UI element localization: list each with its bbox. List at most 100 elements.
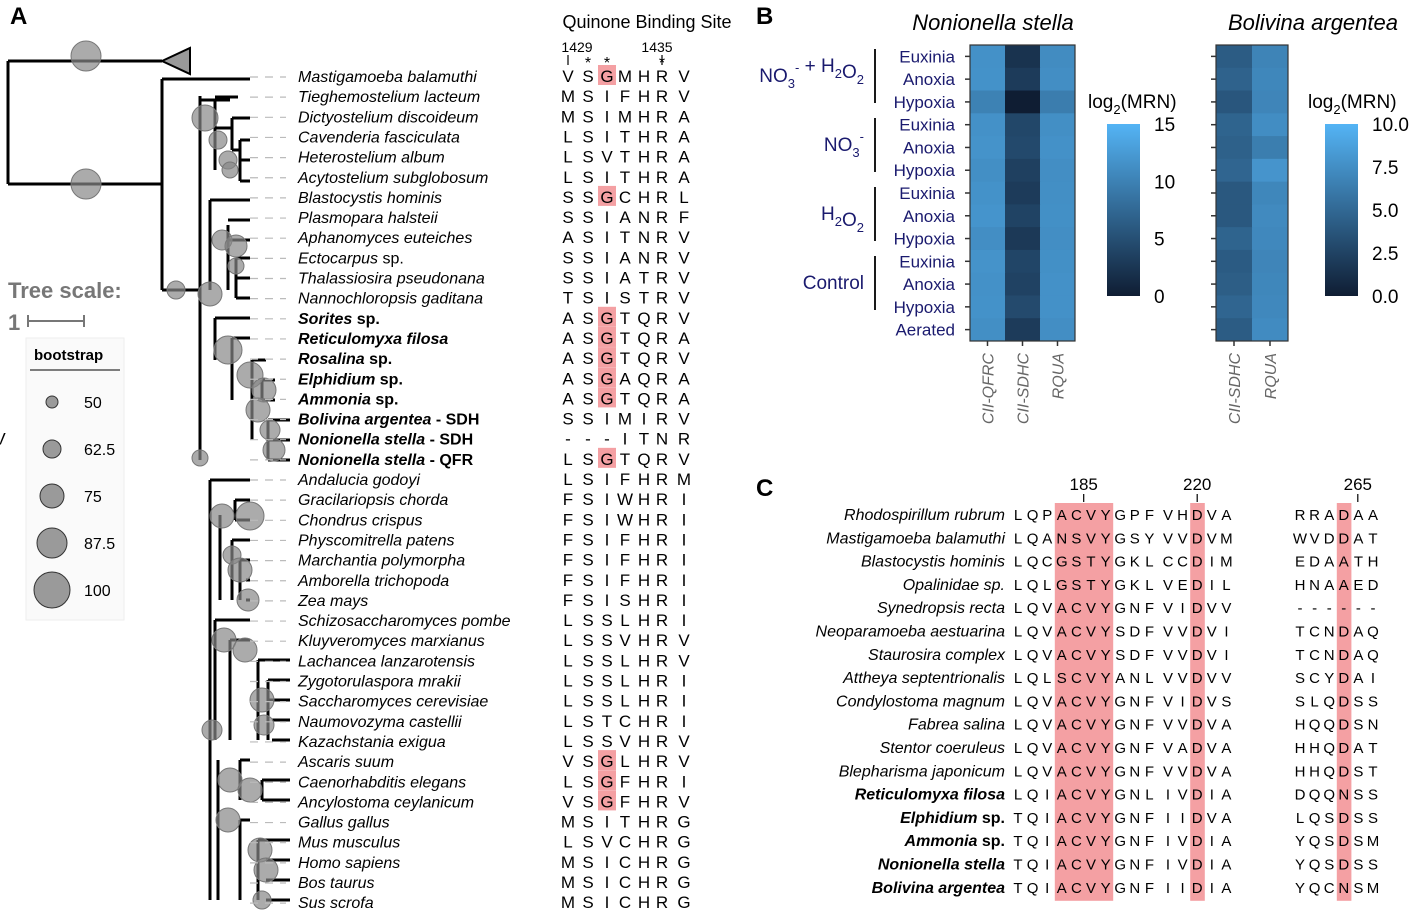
residue: A [678, 369, 690, 388]
taxon-genus: Gracilariopsis chorda [298, 492, 448, 509]
heatmap-cell [1216, 295, 1253, 319]
residue: S [582, 228, 593, 247]
residue: V [1207, 647, 1217, 664]
residue: F [1145, 857, 1154, 874]
taxon-label: Ascaris suum [297, 754, 394, 771]
heatmap-cell [1252, 227, 1289, 251]
residue: S [1071, 554, 1081, 571]
species-label: Mastigamoeba balamuthi [826, 530, 1005, 547]
residue: R [656, 208, 668, 227]
residue: I [605, 873, 610, 892]
legend-tick-label: 5 [1154, 230, 1165, 251]
residue: S [601, 631, 612, 650]
residue: V [678, 248, 690, 267]
residue: C [1071, 880, 1082, 897]
heatmap-cell [1252, 295, 1289, 319]
residue: I [1181, 600, 1185, 617]
taxon-suffix: - SDH [425, 432, 473, 449]
residue: N [1056, 530, 1067, 547]
taxon-label: Acytostelium subglobosum [297, 170, 488, 187]
panel-letter-b: B [756, 3, 773, 30]
residue: N [1338, 787, 1349, 804]
residue: I [682, 712, 687, 731]
residue: A [1339, 554, 1349, 571]
heatmap-cell [970, 136, 1006, 160]
residue: R [656, 87, 668, 106]
quinone-alignment: V S G M H R VM S I F H R VM S I M H R AL S I T H R AL S V T H R AL S I T H… [0, 65, 691, 912]
tree-scale-value: 1 [8, 310, 20, 335]
residue: Q [1027, 880, 1039, 897]
residue: A [1353, 507, 1363, 524]
residue: S [1368, 857, 1378, 874]
residue: L [1145, 554, 1153, 571]
residue: R [656, 188, 668, 207]
collapsed-clade-triangle [159, 46, 191, 76]
group-sub: 2 [835, 214, 842, 229]
residue: H [638, 571, 650, 590]
residue: G [1114, 880, 1126, 897]
residue: S [1368, 810, 1378, 827]
species-name: Attheya septentrionalis [842, 670, 1005, 687]
residue: V [619, 732, 631, 751]
bootstrap-legend-items: 50 62.5 75 87.5 100 [33, 395, 115, 609]
residue: H [638, 510, 650, 529]
residue: V [1042, 624, 1052, 641]
residue: H [1309, 740, 1320, 757]
bootstrap-node [259, 419, 281, 441]
heatmap-cell [1040, 158, 1076, 183]
residue: D [1192, 693, 1203, 710]
residue: S [582, 792, 593, 811]
residue: Q [1323, 740, 1335, 757]
residue: S [582, 208, 593, 227]
residue: S [582, 87, 593, 106]
residue: H [638, 873, 650, 892]
taxon-label: Ammonia sp. [297, 391, 398, 408]
taxon-suffix: sp. [365, 351, 393, 368]
taxon-genus: Ammonia [297, 391, 371, 408]
legend-left-colorbar [1107, 124, 1140, 296]
residue: L [1145, 670, 1153, 687]
residue: R [656, 248, 668, 267]
residue: Q [1367, 624, 1379, 641]
taxon-genus: Blastocystis hominis [298, 190, 442, 207]
residue: Q [637, 349, 650, 368]
residue: R [656, 591, 668, 610]
residue: S [1353, 717, 1363, 734]
residue: V [1178, 833, 1188, 850]
taxon-genus: Nonionella stella [298, 432, 425, 449]
residue: F [563, 530, 573, 549]
residue: V [1163, 647, 1173, 664]
residue: - [565, 430, 571, 449]
taxon-genus: Cavenderia fasciculata [298, 129, 460, 146]
heatmap-row-label: Anoxia [903, 275, 956, 294]
residue: Q [1027, 507, 1039, 524]
residue: D [1338, 647, 1349, 664]
taxon-genus: Dictyostelium discoideum [298, 109, 479, 126]
taxon-genus: Bos taurus [298, 875, 374, 892]
residue: V [562, 792, 574, 811]
residue: H [638, 611, 650, 630]
residue: I [1166, 810, 1170, 827]
residue: R [656, 107, 668, 126]
heatmap-cell [1252, 158, 1289, 183]
star-3: * [659, 55, 665, 72]
heatmap-cell [1216, 90, 1253, 114]
residue: Q [1027, 530, 1039, 547]
residue: F [1145, 810, 1154, 827]
bootstrap-legend-circle [42, 439, 62, 459]
residue: V [1207, 740, 1217, 757]
quinone-site-title: Quinone Binding Site [562, 12, 731, 32]
taxon-suffix: - SDH [431, 412, 479, 429]
residue: R [656, 410, 668, 429]
bootstrap-node [262, 438, 286, 462]
residue: D [1338, 693, 1349, 710]
